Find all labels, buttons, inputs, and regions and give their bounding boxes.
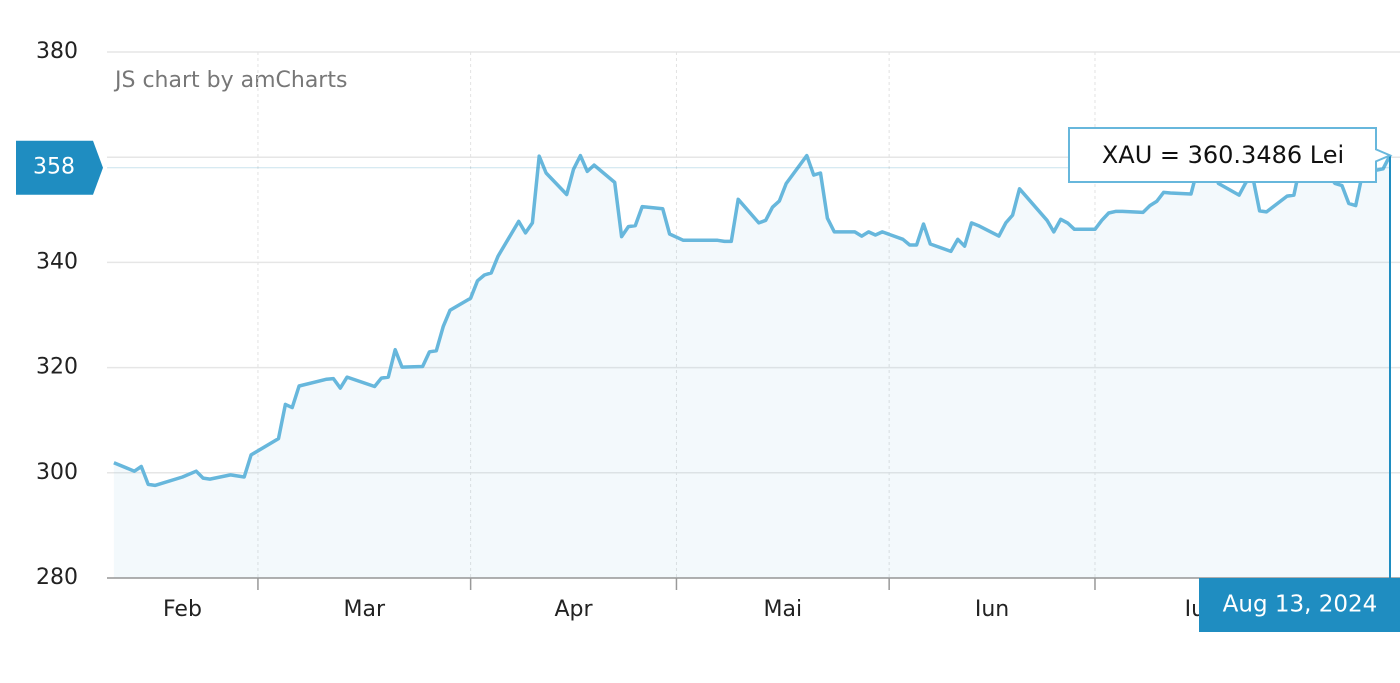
- cursor-y-box: [16, 140, 103, 195]
- area: [113, 135, 1390, 578]
- cursor-x-box: [1199, 578, 1400, 632]
- y-tick-label: 280: [36, 565, 78, 590]
- x-tick-label: Apr: [555, 597, 594, 622]
- x-tick-label: Iun: [975, 597, 1009, 622]
- x-tick-label: Feb: [163, 597, 202, 622]
- y-tick-label: 300: [36, 460, 78, 485]
- y-tick-label: 320: [36, 355, 78, 380]
- cursor-y-label: 358: [33, 155, 75, 180]
- line: [113, 133, 1392, 488]
- x-tick-label: Mai: [764, 597, 803, 622]
- cursor-x-label: Aug 13, 2024: [1223, 592, 1378, 618]
- credit: JS chart by amCharts: [113, 68, 347, 93]
- balloon-box: [1068, 127, 1393, 183]
- x-tick-label: Mar: [344, 597, 386, 622]
- balloon-text: XAU = 360.3486 Lei: [1102, 141, 1344, 169]
- y-tick-label: 340: [36, 249, 78, 274]
- y-tick-label: 380: [36, 39, 78, 64]
